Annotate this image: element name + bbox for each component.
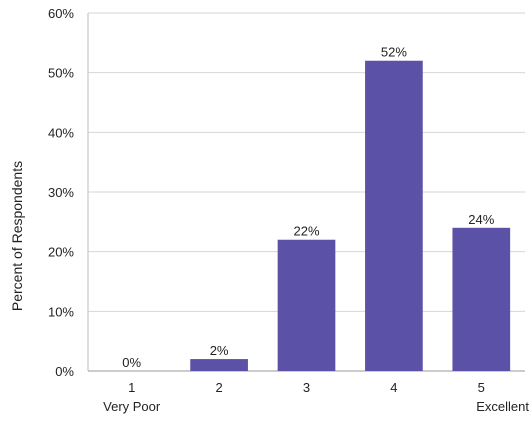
bar (277, 239, 336, 371)
y-tick-label: 60% (48, 6, 74, 21)
y-tick-label: 50% (48, 66, 74, 81)
x-tick-label: 3 (303, 380, 310, 395)
cropped-title-strip (88, 0, 531, 8)
bar (452, 227, 511, 371)
x-tick-label: 1 (128, 380, 135, 395)
x-tick-label: 4 (390, 380, 397, 395)
y-tick-label: 0% (55, 364, 74, 379)
bars (190, 60, 511, 371)
x-tick-sublabel: Very Poor (103, 399, 161, 414)
bar (365, 60, 423, 371)
y-tick-label: 20% (48, 245, 74, 260)
x-tick-sublabel: Excellent (476, 399, 529, 414)
y-tick-label: 30% (48, 185, 74, 200)
bar (190, 359, 248, 371)
y-tick-label: 40% (48, 125, 74, 140)
data-label: 0% (122, 355, 141, 370)
x-tick-label: 2 (215, 380, 222, 395)
data-label: 52% (381, 45, 407, 60)
x-tick-labels: 1 Very Poor 2 3 4 5 Excellent (103, 380, 529, 414)
y-tick-labels: 0% 10% 20% 30% 40% 50% 60% (48, 6, 74, 379)
x-tick-label: 5 (478, 380, 485, 395)
y-axis-title: Percent of Respondents (9, 161, 25, 311)
data-labels: 0% 2% 22% 52% 24% (122, 45, 494, 370)
data-label: 2% (210, 343, 229, 358)
data-label: 22% (293, 224, 319, 239)
y-tick-label: 10% (48, 304, 74, 319)
data-label: 24% (468, 212, 494, 227)
